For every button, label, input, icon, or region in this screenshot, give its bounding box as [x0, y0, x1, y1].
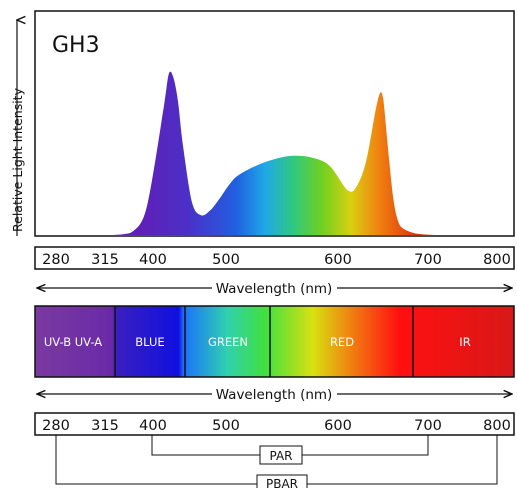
wavelength-scale-top [34, 246, 515, 270]
bottom-scale-tick-label: 400 [139, 418, 167, 434]
band-label-green: GREEN [208, 335, 248, 349]
bottom-scale-tick-label: 280 [42, 418, 70, 434]
spectrum-curve [36, 71, 513, 236]
color-band-bar [34, 305, 515, 378]
par-label: PAR [269, 449, 292, 463]
band-label-ir: IR [459, 335, 470, 349]
bottom-scale-tick-label: 700 [414, 418, 442, 434]
top-scale-tick-label: 600 [324, 252, 352, 268]
pbar-box [256, 474, 308, 488]
chart-title: GH3 [52, 33, 100, 58]
bottom-scale-tick-label: 800 [483, 418, 511, 434]
band-label-red: RED [330, 335, 354, 349]
plot-frame [34, 10, 515, 237]
wavelength-label-top: Wavelength (nm) [216, 281, 333, 297]
band-label-uv: UV-B UV-A [44, 335, 102, 349]
pbar-label: PBAR [266, 477, 298, 488]
par-box [259, 445, 303, 465]
band-label-blue: BLUE [135, 335, 164, 349]
bottom-scale-tick-label: 315 [91, 418, 119, 434]
bottom-scale-tick-label: 600 [324, 418, 352, 434]
bottom-scale-tick-label: 500 [212, 418, 240, 434]
top-scale-tick-label: 800 [483, 252, 511, 268]
top-scale-tick-label: 700 [414, 252, 442, 268]
y-axis-label: Relative Light Intensity [10, 87, 25, 232]
wavelength-label-bottom: Wavelength (nm) [216, 387, 333, 403]
top-scale-tick-label: 280 [42, 252, 70, 268]
top-scale-tick-label: 400 [139, 252, 167, 268]
top-scale-tick-label: 500 [212, 252, 240, 268]
top-scale-tick-label: 315 [91, 252, 119, 268]
wavelength-scale-bottom [34, 412, 515, 436]
